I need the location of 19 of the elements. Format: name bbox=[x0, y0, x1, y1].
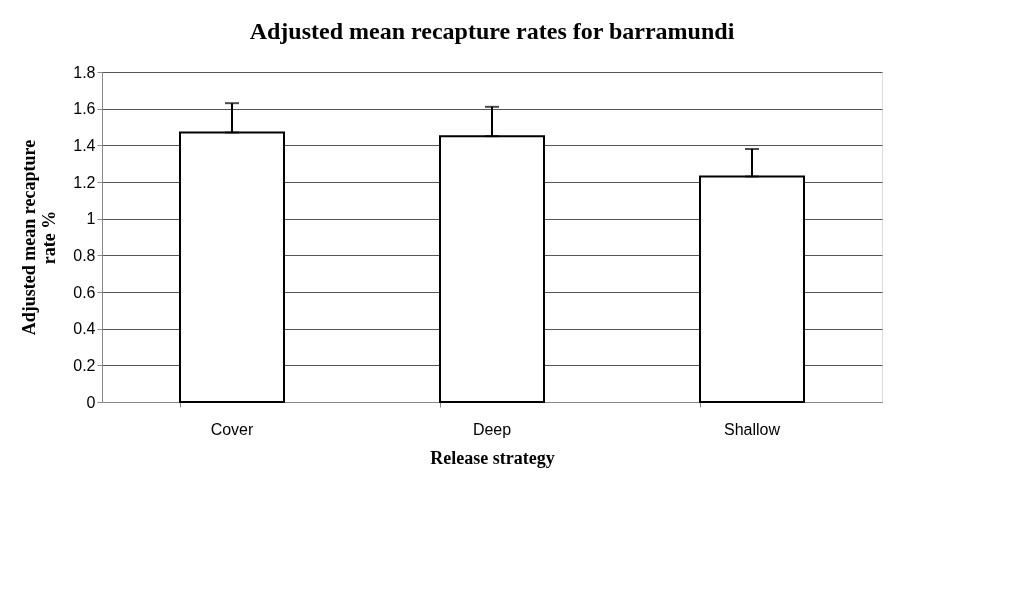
y-tick-label: 1.2 bbox=[73, 173, 96, 191]
x-axis-title: Release strategy bbox=[430, 447, 555, 468]
y-axis-title: Adjusted mean recapture rate % bbox=[19, 139, 60, 336]
y-tick-label: 1 bbox=[86, 210, 96, 228]
y-tick-label: 0 bbox=[86, 393, 96, 411]
y-tick-label: 0.2 bbox=[73, 356, 96, 374]
y-tick-label: 1.8 bbox=[73, 63, 96, 81]
y-tick-label: 1.4 bbox=[73, 136, 96, 154]
bar bbox=[699, 175, 805, 403]
y-tick-label: 0.6 bbox=[73, 283, 96, 301]
x-tick-label: Cover bbox=[210, 420, 255, 438]
y-tick-label: 1.6 bbox=[73, 100, 96, 118]
chart-title: Adjusted mean recapture rates for barramundi bbox=[249, 18, 735, 44]
x-tick-label: Shallow bbox=[723, 420, 781, 438]
x-tick-label: Deep bbox=[472, 420, 512, 438]
y-tick-label: 0.8 bbox=[73, 246, 96, 264]
bar bbox=[179, 131, 285, 403]
y-tick-label: 0.4 bbox=[73, 320, 96, 338]
bar bbox=[439, 135, 545, 403]
